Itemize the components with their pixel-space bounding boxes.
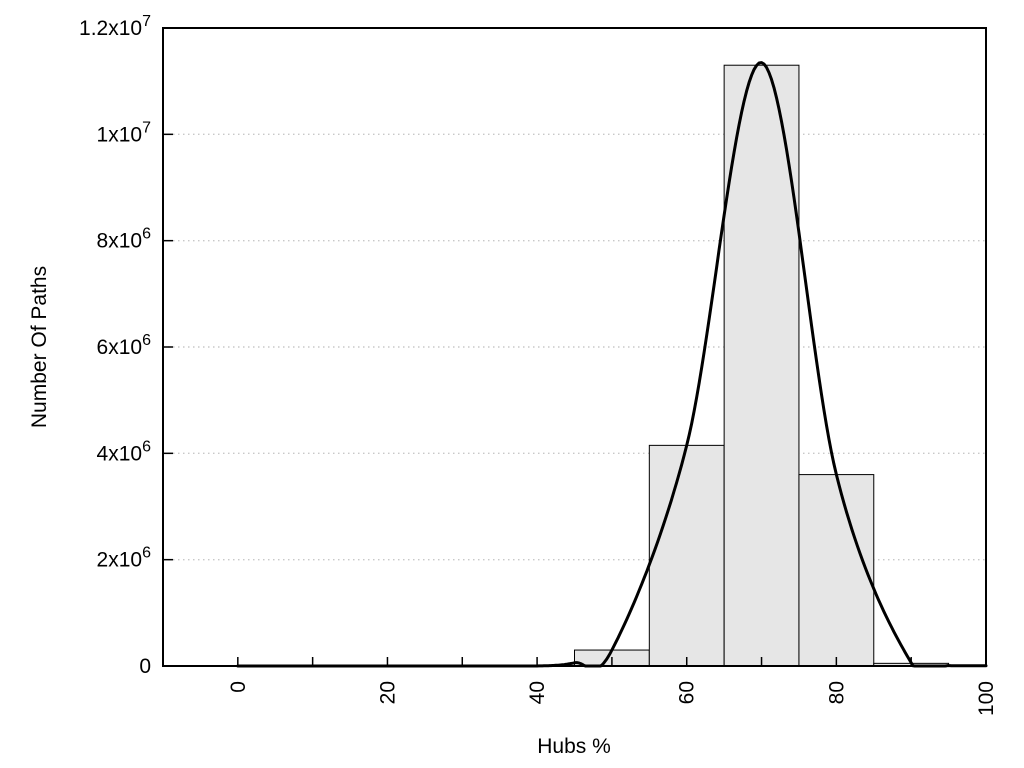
x-tick-label: 100 <box>975 681 998 716</box>
y-axis-title: Number Of Paths <box>28 265 51 429</box>
x-tick-label: 0 <box>227 681 250 693</box>
y-tick-label: 8x106 <box>97 226 152 253</box>
histogram-bar <box>723 64 800 667</box>
y-tick-label: 2x106 <box>97 545 152 572</box>
x-tick-label: 20 <box>376 681 399 704</box>
y-tick-label: 1.2x107 <box>79 13 151 40</box>
y-tick-label: 6x106 <box>97 332 152 359</box>
x-tick-label: 60 <box>676 681 699 704</box>
y-tick-label: 1x107 <box>97 119 152 146</box>
x-axis-title: Hubs % <box>537 735 611 758</box>
y-tick-label: 4x106 <box>97 438 152 465</box>
x-tick-label: 40 <box>526 681 549 704</box>
histogram-bar <box>798 474 875 667</box>
histogram-bar <box>648 444 725 667</box>
y-tick-label: 0 <box>139 655 151 678</box>
x-tick-label: 80 <box>825 681 848 704</box>
